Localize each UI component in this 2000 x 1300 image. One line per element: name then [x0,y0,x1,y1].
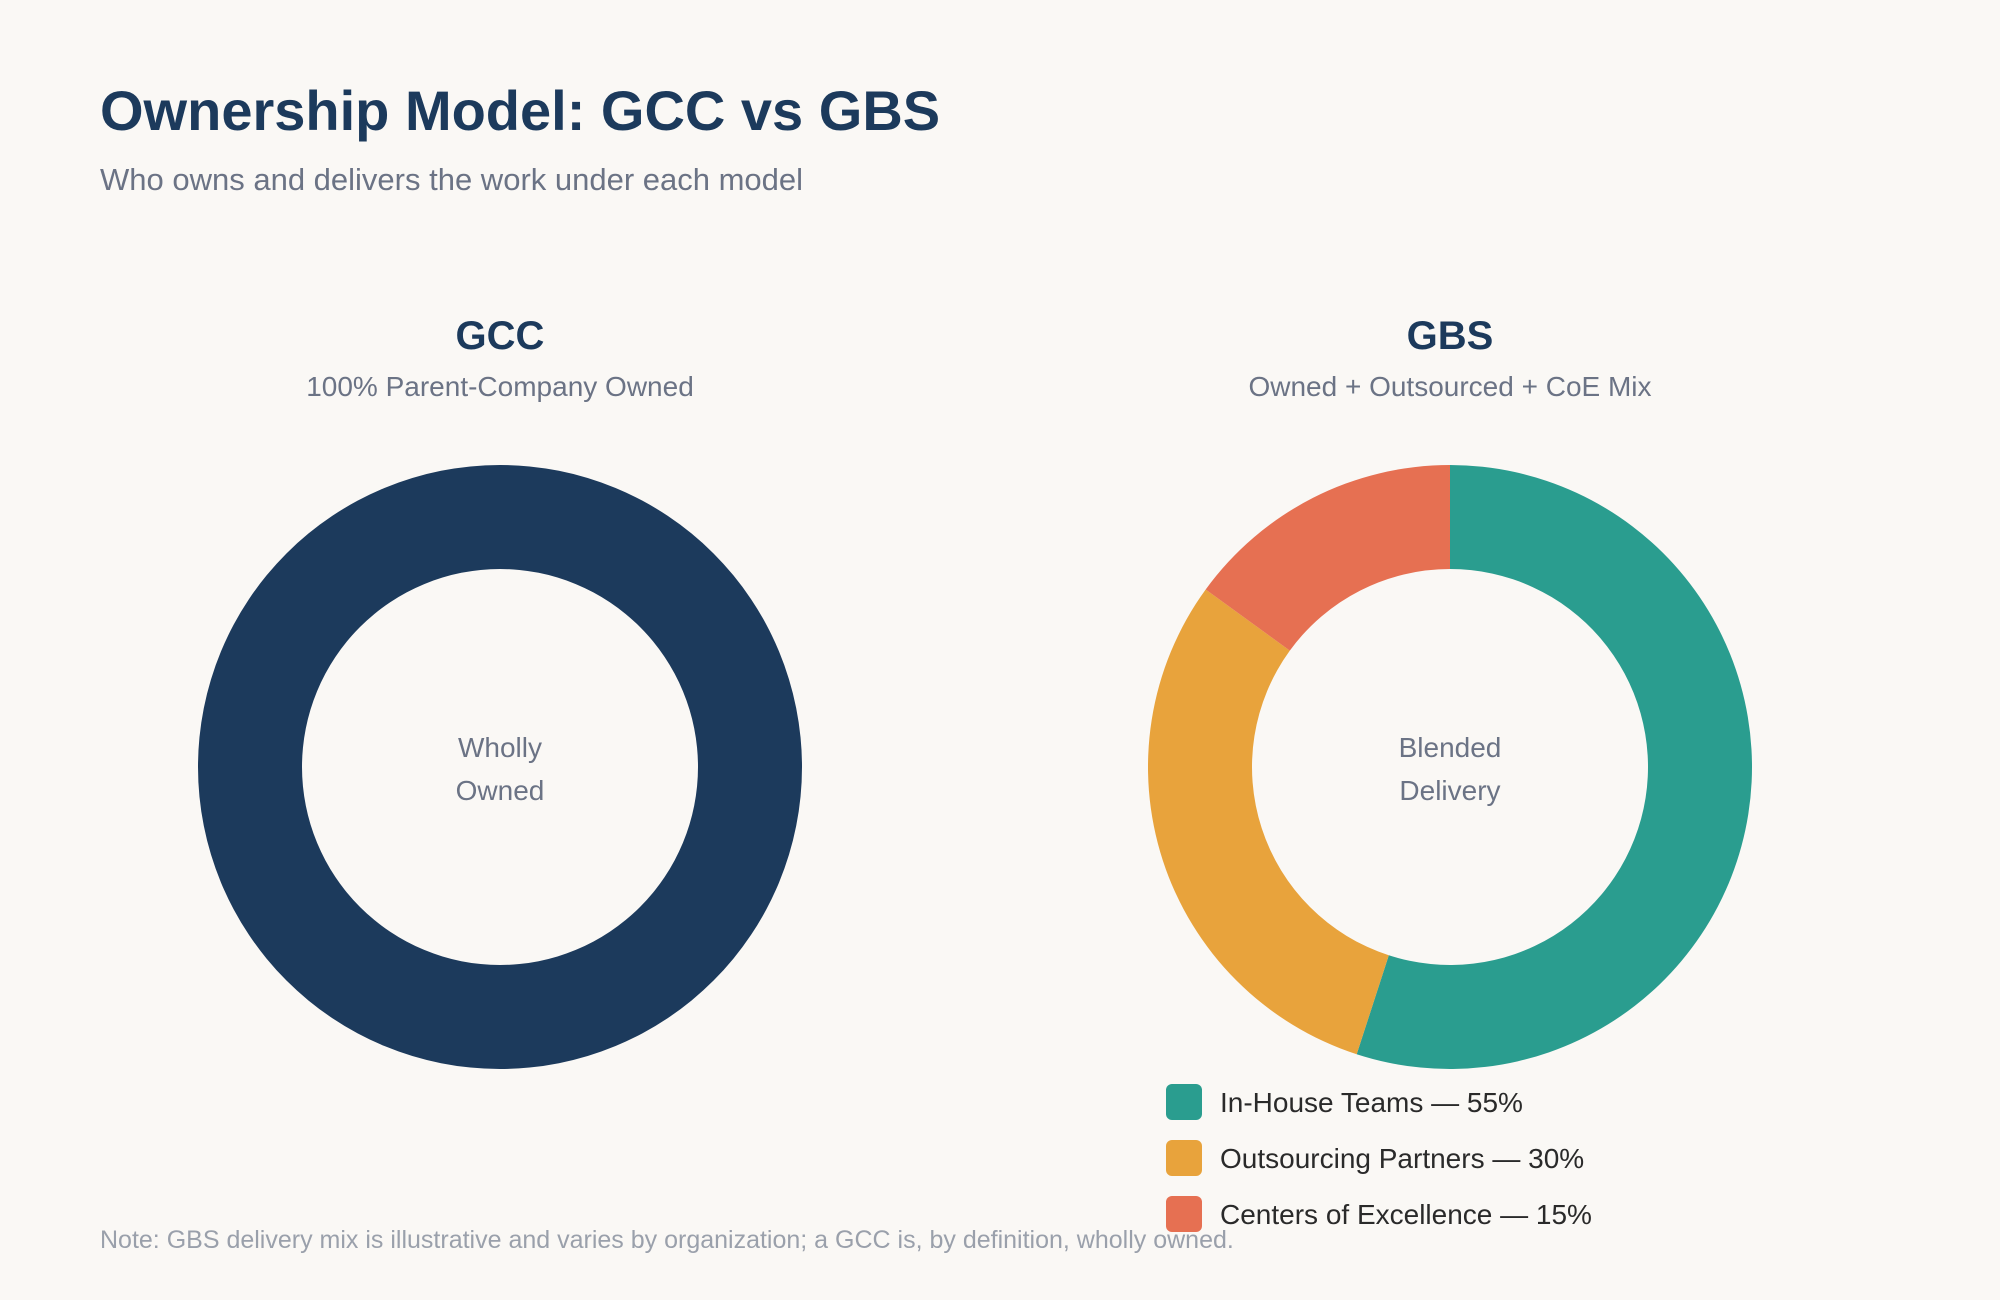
legend-label-centers-of-excellence: Centers of Excellence — 15% [1220,1199,1592,1230]
legend-item-outsourcing-partners: Outsourcing Partners — 30% [1166,1140,1584,1176]
gbs-legend: In-House Teams — 55% Outsourcing Partners… [1166,1084,1592,1232]
legend-swatch-outsourcing-partners [1166,1140,1202,1176]
gcc-donut [198,465,802,1069]
gcc-chart-subtitle: 100% Parent-Company Owned [306,371,694,402]
legend-label-outsourcing-partners: Outsourcing Partners — 30% [1220,1143,1584,1174]
gcc-center-label-line-1: Wholly [458,732,542,763]
gcc-chart-title: GCC [456,314,545,358]
gbs-center-label-line-1: Blended [1399,732,1502,763]
legend-swatch-in-house-teams [1166,1084,1202,1120]
footnote: Note: GBS delivery mix is illustrative a… [100,1226,1234,1254]
legend-swatch-centers-of-excellence [1166,1196,1202,1232]
gbs-chart-panel: GBS Owned + Outsourced + CoE Mix Blended… [1147,314,1752,1232]
page-subtitle: Who owns and delivers the work under eac… [100,162,804,197]
gbs-slice-in-house-teams [1356,465,1752,1069]
page-title: Ownership Model: GCC vs GBS [100,79,941,142]
gbs-center-label-line-2: Delivery [1399,775,1500,806]
gbs-slice-outsourcing-partners [1147,589,1389,1055]
legend-item-centers-of-excellence: Centers of Excellence — 15% [1166,1196,1592,1232]
gbs-donut [1147,465,1752,1069]
gbs-chart-title: GBS [1407,314,1494,358]
gcc-center-label-line-2: Owned [456,775,545,806]
legend-label-in-house-teams: In-House Teams — 55% [1220,1087,1523,1118]
gcc-chart-panel: GCC 100% Parent-Company Owned Wholly Own… [198,314,802,1069]
gbs-chart-subtitle: Owned + Outsourced + CoE Mix [1248,371,1651,402]
gcc-slice-parent-company-owned [198,465,802,1069]
gbs-slice-centers-of-excellence [1205,465,1450,651]
legend-item-in-house-teams: In-House Teams — 55% [1166,1084,1523,1120]
